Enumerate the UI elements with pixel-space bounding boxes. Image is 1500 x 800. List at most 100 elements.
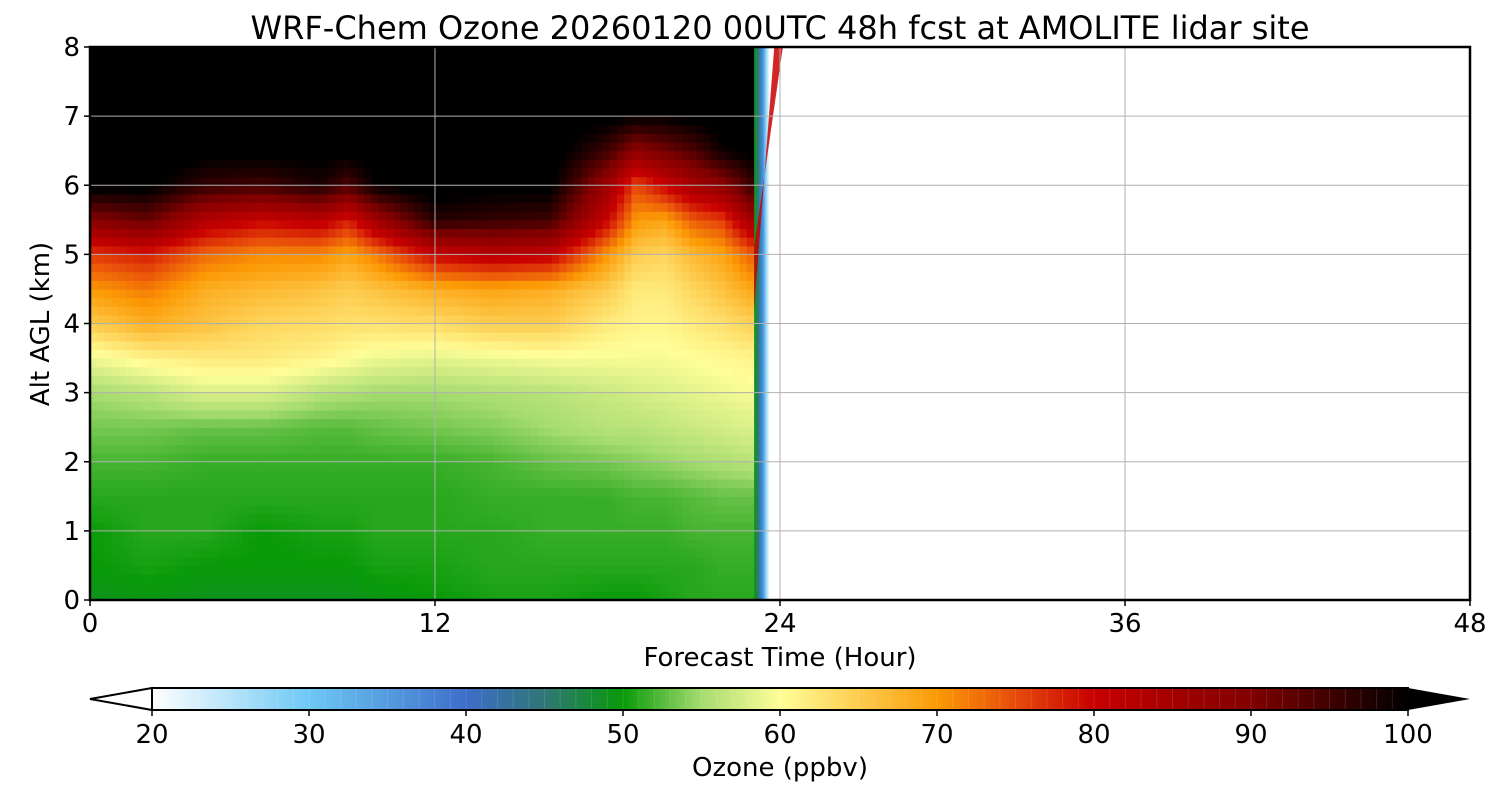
- heatmap-cell: [616, 582, 625, 592]
- heatmap-cell: [530, 271, 539, 281]
- heatmap-cell: [234, 323, 243, 333]
- heatmap-cell: [414, 470, 423, 480]
- heatmap-cell: [407, 574, 416, 584]
- heatmap-cell: [645, 496, 654, 506]
- heatmap-cell: [234, 418, 243, 428]
- heatmap-cell: [378, 55, 387, 65]
- heatmap-cell: [306, 504, 315, 515]
- heatmap-cell: [328, 124, 337, 135]
- heatmap-cell: [487, 150, 495, 160]
- heatmap-cell: [205, 487, 214, 497]
- heatmap-cell: [219, 176, 228, 186]
- heatmap-cell: [133, 47, 142, 57]
- heatmap-cell: [400, 366, 409, 376]
- heatmap-cell: [479, 211, 488, 221]
- heatmap-cell: [357, 314, 365, 325]
- heatmap-cell: [472, 479, 481, 489]
- heatmap-cell: [118, 55, 127, 65]
- heatmap-cell: [595, 375, 604, 385]
- heatmap-cell: [299, 150, 308, 160]
- heatmap-cell: [566, 55, 575, 65]
- heatmap-cell: [645, 470, 654, 480]
- heatmap-cell: [256, 297, 264, 307]
- heatmap-cell: [580, 237, 589, 247]
- heatmap-cell: [487, 254, 495, 264]
- heatmap-cell: [515, 444, 524, 454]
- heatmap-cell: [321, 479, 329, 489]
- heatmap-cell: [263, 461, 272, 471]
- heatmap-cell: [263, 574, 272, 584]
- heatmap-cell: [588, 496, 596, 506]
- heatmap-cell: [205, 90, 214, 100]
- heatmap-cell: [118, 133, 127, 143]
- heatmap-cell: [191, 539, 199, 549]
- heatmap-cell: [602, 211, 611, 221]
- heatmap-cell: [176, 591, 185, 600]
- heatmap-cell: [219, 55, 228, 65]
- heatmap-cell: [422, 133, 430, 143]
- heatmap-cell: [111, 64, 120, 74]
- heatmap-cell: [263, 470, 272, 480]
- heatmap-cell: [299, 349, 308, 359]
- heatmap-cell: [537, 366, 546, 376]
- heatmap-cell: [90, 254, 98, 264]
- heatmap-cell: [616, 409, 625, 420]
- heatmap-cell: [140, 64, 149, 74]
- heatmap-cell: [263, 167, 272, 178]
- heatmap-cell: [472, 556, 481, 567]
- heatmap-cell: [537, 530, 546, 541]
- heatmap-cell: [342, 565, 351, 575]
- heatmap-cell: [537, 556, 546, 567]
- heatmap-cell: [313, 228, 322, 238]
- heatmap-cell: [631, 383, 640, 394]
- heatmap-cell: [393, 470, 402, 480]
- heatmap-cell: [169, 133, 178, 143]
- heatmap-cell: [299, 159, 308, 169]
- heatmap-cell: [241, 107, 250, 117]
- heatmap-cell: [364, 228, 373, 238]
- heatmap-cell: [385, 280, 394, 290]
- heatmap-cell: [256, 323, 264, 333]
- heatmap-cell: [292, 392, 300, 402]
- heatmap-cell: [299, 237, 308, 247]
- heatmap-cell: [176, 340, 185, 351]
- heatmap-cell: [335, 288, 344, 299]
- heatmap-cell: [645, 582, 654, 592]
- heatmap-cell: [400, 314, 409, 325]
- heatmap-cell: [205, 409, 214, 420]
- heatmap-cell: [263, 591, 272, 600]
- heatmap-cell: [595, 55, 604, 65]
- heatmap-cell: [313, 401, 322, 411]
- heatmap-cell: [90, 323, 98, 333]
- heatmap-cell: [602, 427, 611, 437]
- heatmap-cell: [342, 522, 351, 532]
- heatmap-cell: [191, 306, 199, 316]
- heatmap-cell: [443, 487, 452, 497]
- heatmap-cell: [638, 116, 647, 126]
- heatmap-cell: [465, 479, 474, 489]
- heatmap-cell: [530, 349, 539, 359]
- heatmap-cell: [458, 254, 466, 264]
- heatmap-cell: [169, 375, 178, 385]
- heatmap-cell: [183, 479, 192, 489]
- heatmap-cell: [624, 539, 633, 549]
- heatmap-cell: [111, 323, 120, 333]
- heatmap-cell: [227, 375, 235, 385]
- heatmap-cell: [292, 340, 300, 351]
- heatmap-cell: [212, 418, 221, 428]
- heatmap-cell: [219, 496, 228, 506]
- heatmap-cell: [270, 150, 279, 160]
- heatmap-cell: [450, 254, 459, 264]
- heatmap-cell: [385, 314, 394, 325]
- heatmap-cell: [212, 565, 221, 575]
- heatmap-cell: [349, 487, 358, 497]
- heatmap-cell: [523, 72, 531, 83]
- heatmap-cell: [364, 193, 373, 204]
- heatmap-cell: [378, 565, 387, 575]
- heatmap-cell: [385, 237, 394, 247]
- heatmap-cell: [588, 202, 596, 212]
- heatmap-cell: [97, 237, 106, 247]
- heatmap-cell: [248, 479, 257, 489]
- heatmap-cell: [357, 548, 365, 558]
- heatmap-cell: [284, 90, 293, 100]
